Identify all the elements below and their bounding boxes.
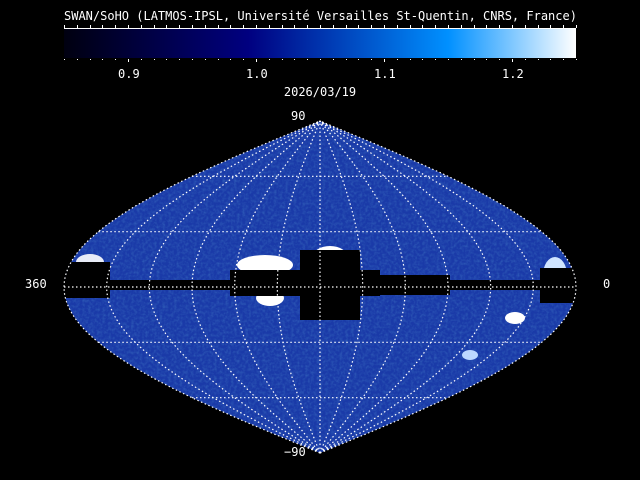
meridian-line [319,120,577,454]
date-label: 2026/03/19 [283,85,357,99]
colorbar-tick-label: 0.9 [118,67,140,81]
colorbar-tick-label: 1.2 [502,67,524,81]
colorbar-tick-label: 1.1 [374,67,396,81]
label-lat-minus-90: −90 [284,445,306,459]
label-lon-0: 0 [603,277,611,291]
coordinate-grid [63,120,577,454]
map-title: SWAN/SoHO (LATMOS-IPSL, Université Versa… [64,9,577,23]
colorbar [64,28,576,58]
meridian-line [319,120,364,454]
label-lon-360: 360 [25,277,47,291]
colorbar-axis [64,25,577,62]
label-lat-90: 90 [291,109,306,123]
colorbar-tick-label: 1.0 [246,67,268,81]
